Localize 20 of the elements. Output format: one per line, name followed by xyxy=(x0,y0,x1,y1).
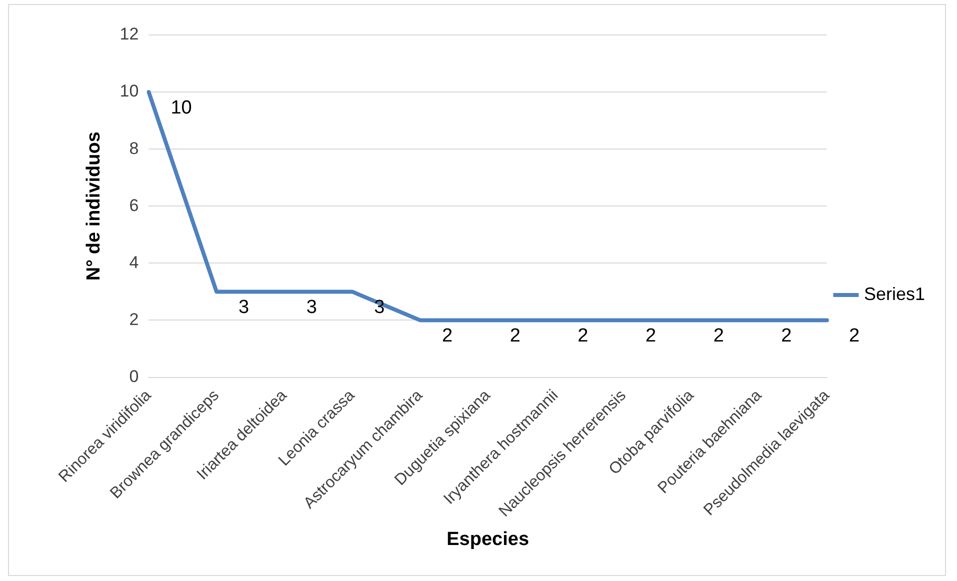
y-tick-label: 2 xyxy=(129,310,139,329)
y-tick-label: 6 xyxy=(129,196,139,215)
y-tick-label: 8 xyxy=(129,138,139,158)
x-axis-title: Especies xyxy=(446,528,530,550)
data-label: 2 xyxy=(578,325,588,346)
data-label: 2 xyxy=(510,325,520,346)
y-tick-label: 12 xyxy=(120,24,139,44)
data-label: 3 xyxy=(238,296,250,318)
data-label: 2 xyxy=(645,325,656,346)
data-label: 10 xyxy=(170,97,192,118)
data-label: 2 xyxy=(781,325,792,346)
y-tick-label: 10 xyxy=(120,82,139,101)
data-label: 3 xyxy=(306,296,317,318)
data-label: 2 xyxy=(442,325,453,346)
y-tick-label: 4 xyxy=(129,252,139,272)
y-tick-label: 0 xyxy=(129,366,139,386)
legend-label: Series1 xyxy=(864,284,925,304)
y-axis-title: N° de individuos xyxy=(84,132,105,281)
data-label: 2 xyxy=(848,325,860,346)
data-label: 2 xyxy=(713,325,724,346)
